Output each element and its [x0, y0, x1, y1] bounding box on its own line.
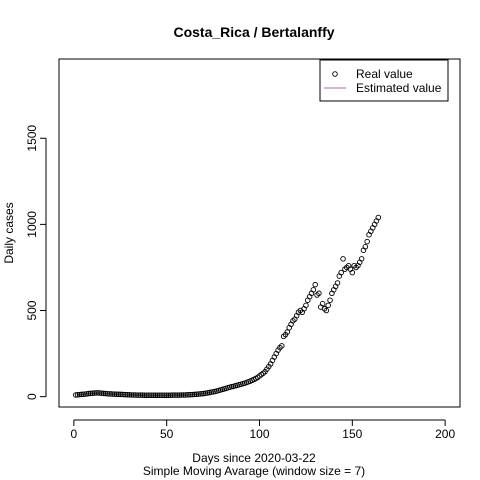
- x-tick-label: 100: [249, 427, 269, 441]
- x-axis-sublabel: Simple Moving Avarage (window size = 7): [143, 464, 365, 478]
- x-tick-label: 150: [342, 427, 362, 441]
- legend-label: Estimated value: [356, 81, 442, 95]
- legend-label: Real value: [356, 67, 413, 81]
- x-tick-label: 50: [160, 427, 174, 441]
- data-point: [326, 303, 331, 308]
- data-point: [328, 298, 333, 303]
- x-tick-label: 0: [71, 427, 78, 441]
- data-point: [341, 257, 346, 262]
- data-point: [365, 239, 370, 244]
- y-axis-label: Daily cases: [2, 202, 16, 263]
- x-axis-label: Days since 2020-03-22: [192, 451, 316, 465]
- y-tick-label: 1000: [25, 211, 39, 238]
- chart-title: Costa_Rica / Bertalanffy: [173, 24, 334, 40]
- x-axis: 0 50 100 150 200: [71, 420, 456, 441]
- y-tick-label: 0: [25, 393, 39, 400]
- data-point: [313, 282, 318, 287]
- data-points: [73, 215, 380, 397]
- y-tick-label: 500: [25, 300, 39, 320]
- y-tick-label: 1500: [25, 125, 39, 152]
- y-axis: 0 500 1000 1500: [25, 125, 46, 400]
- x-tick-label: 200: [435, 427, 455, 441]
- plot-area: [59, 59, 460, 407]
